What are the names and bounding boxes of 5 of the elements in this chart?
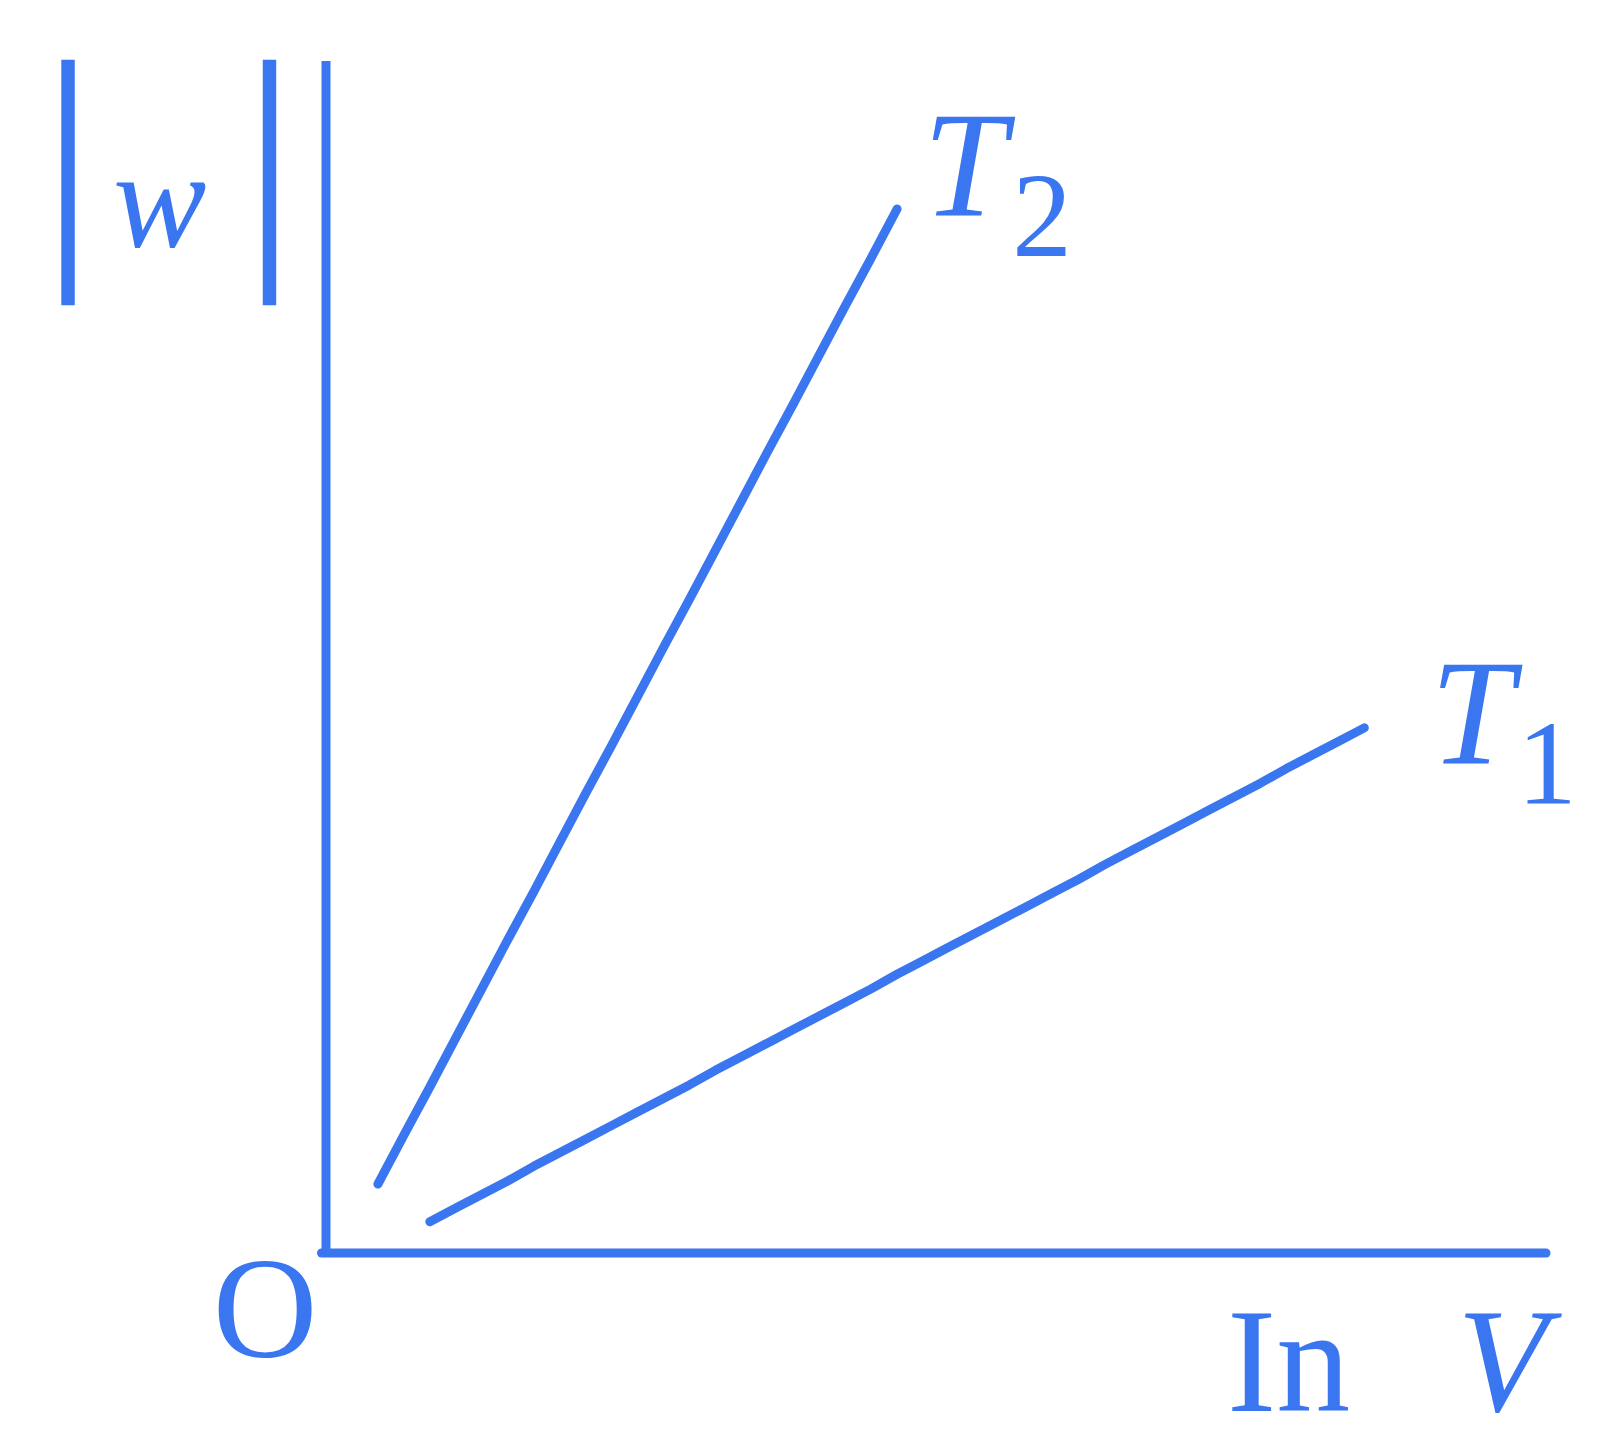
series-label: T₂ [923, 37, 1077, 258]
text: O [212, 1228, 318, 1388]
y-axis-title: |w| [41, 6, 297, 307]
x-axis-title: In V [1227, 1279, 1563, 1443]
series-label: T₁ [1430, 584, 1584, 806]
